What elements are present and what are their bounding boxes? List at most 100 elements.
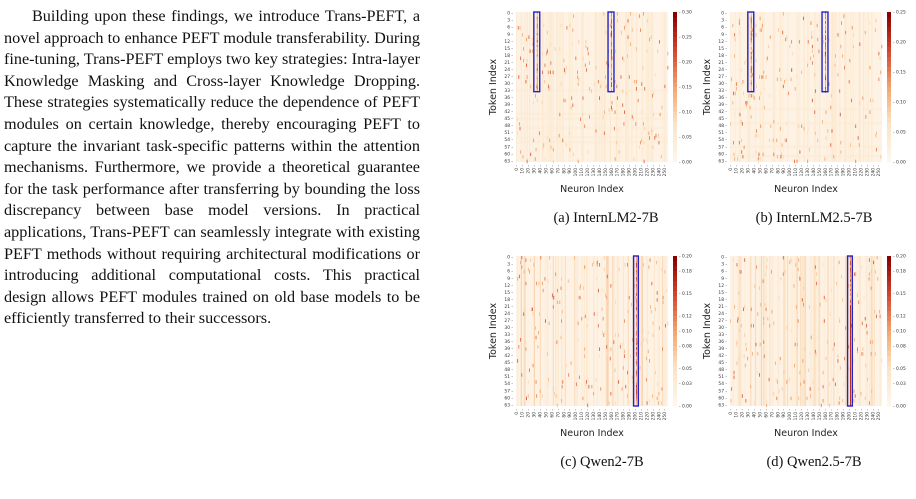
heatmap-cell	[519, 126, 521, 131]
y-tick-label: 0 -	[721, 255, 727, 261]
heatmap-cell	[872, 98, 874, 103]
heatmap-cell	[595, 129, 597, 133]
heatmap-cell	[654, 136, 656, 140]
x-tick-label: 60 -	[763, 165, 769, 174]
heatmap-cell	[825, 63, 826, 66]
heatmap-cell	[791, 68, 793, 72]
heatmap-cell	[811, 44, 813, 49]
colorbar-segment	[673, 401, 677, 407]
heatmap-cell	[849, 298, 851, 301]
heatmap-cell	[584, 124, 586, 129]
heatmap-cell	[568, 373, 570, 377]
heatmap-cell	[849, 328, 851, 331]
colorbar-segment	[887, 311, 891, 317]
heatmap-cell	[635, 338, 637, 341]
heatmap-cell	[838, 401, 840, 405]
x-tick-label: 60 -	[763, 409, 769, 418]
colorbar-segment	[673, 331, 677, 337]
heatmap-cell	[802, 359, 804, 363]
heatmap-cell	[744, 258, 746, 262]
heatmap-column	[815, 256, 817, 406]
heatmap-cell	[542, 394, 544, 398]
heatmap-cell	[536, 84, 538, 87]
colorbar-segment	[887, 62, 891, 68]
heatmap-cell	[809, 387, 811, 391]
heatmap-cell	[863, 295, 865, 300]
heatmap-cell	[840, 150, 842, 154]
heatmap-cell	[813, 54, 815, 58]
colorbar-segment	[673, 336, 677, 342]
heatmap-cell	[535, 335, 537, 340]
heatmap-cell	[614, 79, 616, 84]
heatmap-cell	[747, 356, 749, 361]
heatmap-cell	[618, 150, 620, 154]
heatmap-cell	[532, 312, 534, 316]
heatmap-cell	[806, 396, 808, 401]
heatmap-cell	[532, 363, 534, 368]
heatmap-cell	[635, 122, 637, 126]
heatmap-cell	[778, 28, 779, 32]
heatmap-cell	[529, 368, 530, 373]
y-tick-label: 6 -	[507, 25, 513, 31]
heatmap-cell	[798, 274, 800, 279]
heatmap-cell	[587, 47, 589, 51]
heatmap-cell	[618, 333, 620, 337]
heatmap-cell	[730, 319, 731, 323]
heatmap-cell	[738, 291, 740, 295]
heatmap-cell	[795, 305, 797, 309]
heatmap-cell	[518, 75, 520, 79]
heatmap-column	[581, 256, 583, 406]
heatmap-cell	[536, 19, 538, 22]
heatmap-cell	[767, 316, 769, 321]
heatmap-cell	[554, 391, 555, 396]
heatmap-cell	[785, 77, 787, 82]
heatmap-cell	[597, 288, 599, 293]
heatmap-cell	[782, 84, 784, 89]
heatmap-cell	[756, 265, 758, 269]
heatmap-cell	[760, 91, 762, 96]
heatmap-cell	[518, 274, 520, 279]
heatmap-cell	[773, 391, 775, 396]
heatmap-cell	[737, 316, 739, 321]
heatmap-cell	[590, 89, 592, 93]
y-tick-label: 12 -	[504, 39, 513, 45]
heatmap-cell	[855, 124, 857, 129]
colorbar-segment	[673, 291, 677, 297]
heatmap-cell	[596, 312, 598, 316]
heatmap-cell	[536, 63, 538, 66]
colorbar-segment	[887, 82, 891, 88]
heatmap-cell	[662, 295, 664, 300]
heatmap-cell	[849, 274, 851, 278]
heatmap-cell	[606, 352, 608, 356]
heatmap-column	[520, 12, 522, 162]
heatmap-cell	[635, 340, 637, 343]
heatmap-cell	[547, 279, 549, 283]
heatmap-cell	[864, 30, 866, 35]
heatmap-cell	[811, 49, 813, 54]
heatmap-cell	[849, 340, 851, 343]
heatmap-cell	[616, 96, 618, 100]
colorbar-segment	[887, 341, 891, 347]
colorbar-segment	[673, 107, 677, 113]
heatmap-column	[730, 12, 732, 162]
heatmap-column	[599, 12, 601, 162]
x-tick-label: 220 -	[858, 409, 864, 421]
heatmap-column	[523, 256, 525, 406]
heatmap-cell	[635, 366, 637, 369]
colorbar-segment	[887, 77, 891, 83]
colorbar-segment	[887, 386, 891, 392]
heatmap-cell	[849, 391, 851, 395]
colorbar-segment	[887, 137, 891, 143]
colorbar-tick-label: - 0.25	[893, 10, 906, 16]
y-tick-label: 9 -	[507, 32, 513, 38]
heatmap-column	[859, 12, 861, 162]
heatmap-cell	[635, 316, 637, 320]
heatmap-cell	[781, 387, 783, 391]
heatmap-cell	[640, 28, 641, 32]
colorbar-segment	[887, 256, 891, 262]
heatmap-cell	[823, 40, 825, 44]
heatmap-column	[533, 256, 535, 406]
heatmap-column	[569, 12, 571, 162]
heatmap-cell	[865, 115, 867, 119]
x-tick-label: 100 -	[787, 409, 793, 421]
